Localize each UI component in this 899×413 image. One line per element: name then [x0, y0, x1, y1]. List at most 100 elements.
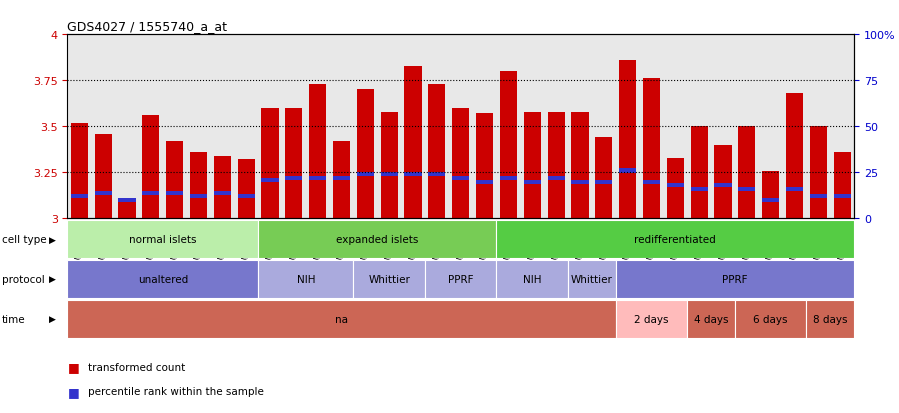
Bar: [619, 169, 636, 173]
Text: ■: ■: [67, 385, 79, 398]
Bar: [258, 221, 496, 259]
Text: 2 days: 2 days: [634, 314, 669, 324]
Bar: [476, 114, 494, 219]
Bar: [690, 127, 708, 219]
Text: transformed count: transformed count: [88, 362, 185, 372]
Text: Whittier: Whittier: [369, 274, 410, 284]
Bar: [94, 134, 111, 219]
Bar: [496, 260, 568, 298]
Text: expanded islets: expanded islets: [336, 235, 419, 244]
Bar: [833, 195, 850, 199]
Bar: [119, 202, 136, 219]
Bar: [476, 180, 494, 184]
Bar: [690, 188, 708, 192]
Bar: [568, 260, 616, 298]
Bar: [452, 109, 469, 219]
Bar: [547, 112, 565, 219]
Bar: [214, 157, 231, 219]
Bar: [667, 184, 684, 188]
Bar: [643, 180, 660, 184]
Bar: [833, 153, 850, 219]
Bar: [237, 195, 254, 199]
Bar: [357, 90, 374, 219]
Text: GDS4027 / 1555740_a_at: GDS4027 / 1555740_a_at: [67, 19, 227, 33]
Bar: [258, 260, 353, 298]
Bar: [523, 180, 541, 184]
Bar: [71, 195, 88, 199]
Bar: [353, 260, 425, 298]
Bar: [425, 260, 496, 298]
Bar: [452, 176, 469, 180]
Bar: [547, 176, 565, 180]
Bar: [616, 300, 687, 338]
Text: ▶: ▶: [49, 235, 56, 244]
Bar: [616, 260, 854, 298]
Bar: [687, 300, 734, 338]
Text: NIH: NIH: [523, 274, 541, 284]
Bar: [67, 221, 258, 259]
Bar: [810, 127, 827, 219]
Bar: [333, 142, 350, 219]
Bar: [309, 176, 326, 180]
Bar: [119, 199, 136, 202]
Bar: [762, 171, 779, 219]
Bar: [237, 160, 254, 219]
Bar: [405, 173, 422, 177]
Bar: [380, 112, 398, 219]
Text: NIH: NIH: [297, 274, 315, 284]
Bar: [214, 191, 231, 195]
Bar: [619, 61, 636, 219]
Text: cell type: cell type: [2, 235, 47, 244]
Bar: [500, 72, 517, 219]
Text: normal islets: normal islets: [129, 235, 197, 244]
Bar: [142, 116, 159, 219]
Text: 6 days: 6 days: [753, 314, 788, 324]
Bar: [142, 191, 159, 195]
Text: ■: ■: [67, 360, 79, 373]
Bar: [262, 109, 279, 219]
Bar: [405, 66, 422, 219]
Bar: [285, 109, 302, 219]
Bar: [166, 191, 183, 195]
Bar: [428, 85, 446, 219]
Text: percentile rank within the sample: percentile rank within the sample: [88, 387, 264, 396]
Bar: [667, 158, 684, 219]
Bar: [643, 79, 660, 219]
Bar: [810, 195, 827, 199]
Text: time: time: [2, 314, 25, 324]
Text: 4 days: 4 days: [694, 314, 728, 324]
Bar: [166, 142, 183, 219]
Text: unaltered: unaltered: [138, 274, 188, 284]
Bar: [595, 138, 612, 219]
Text: ▶: ▶: [49, 275, 56, 284]
Bar: [67, 260, 258, 298]
Bar: [523, 112, 541, 219]
Bar: [357, 173, 374, 177]
Bar: [572, 180, 589, 184]
Bar: [94, 191, 111, 195]
Bar: [380, 173, 398, 177]
Bar: [500, 176, 517, 180]
Text: ▶: ▶: [49, 314, 56, 323]
Bar: [262, 178, 279, 182]
Bar: [428, 173, 446, 177]
Bar: [738, 127, 755, 219]
Bar: [762, 199, 779, 202]
Text: redifferentiated: redifferentiated: [635, 235, 717, 244]
Bar: [333, 176, 350, 180]
Bar: [190, 195, 207, 199]
Text: 8 days: 8 days: [813, 314, 848, 324]
Bar: [738, 188, 755, 192]
Bar: [595, 180, 612, 184]
Bar: [496, 221, 854, 259]
Bar: [734, 300, 806, 338]
Bar: [715, 145, 732, 219]
Bar: [285, 176, 302, 180]
Text: Whittier: Whittier: [571, 274, 613, 284]
Bar: [190, 153, 207, 219]
Bar: [67, 300, 616, 338]
Bar: [806, 300, 854, 338]
Bar: [786, 94, 803, 219]
Bar: [572, 112, 589, 219]
Text: protocol: protocol: [2, 274, 45, 284]
